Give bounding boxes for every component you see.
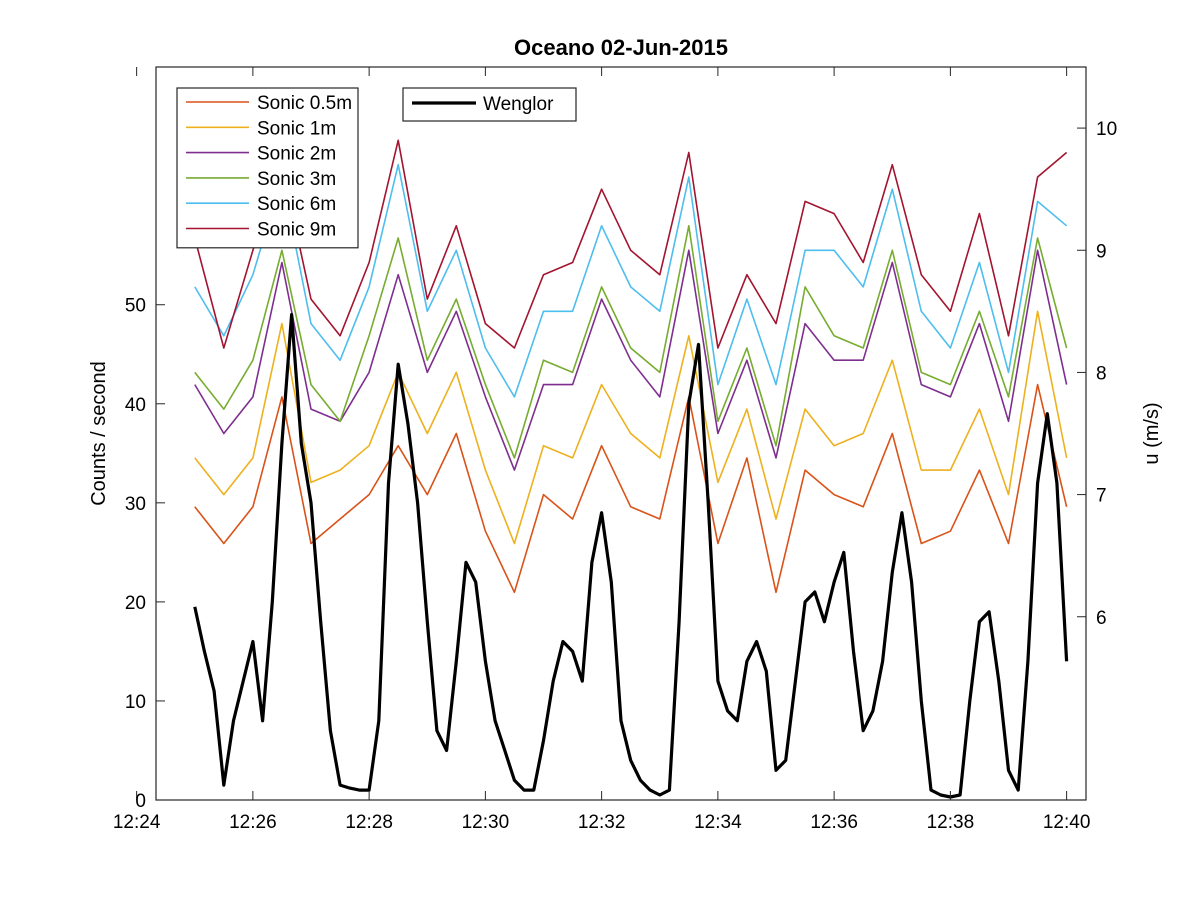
left-y-tick-label: 0 — [135, 791, 146, 812]
left-y-tick-label: 10 — [125, 692, 146, 713]
right-y-tick-label: 10 — [1096, 119, 1117, 140]
x-tick-label: 12:36 — [810, 812, 858, 833]
series-line-3 — [194, 249, 1068, 471]
legend-label: Sonic 0.5m — [257, 93, 352, 114]
x-tick-label: 12:32 — [578, 812, 626, 833]
plot-frame — [155, 66, 1087, 801]
x-tick-label: 12:30 — [462, 812, 510, 833]
legend-label: Sonic 2m — [257, 144, 336, 165]
series-line-6 — [194, 139, 1068, 349]
right-y-tick-label: 8 — [1096, 363, 1107, 384]
series-line-2 — [194, 310, 1068, 545]
left-y-tick-label: 50 — [125, 296, 146, 317]
series-line-1 — [194, 383, 1068, 594]
legend-label: Sonic 3m — [257, 169, 336, 190]
x-tick-label: 12:40 — [1043, 812, 1091, 833]
legend-wenglor: Wenglor — [402, 87, 577, 122]
series-lines-layer — [193, 139, 1069, 799]
x-tick-label: 12:38 — [927, 812, 975, 833]
x-tick-label: 12:26 — [229, 812, 277, 833]
left-y-tick-label: 20 — [125, 593, 146, 614]
legend-label: Sonic 6m — [257, 194, 336, 215]
series-line-wenglor — [193, 313, 1069, 799]
right-y-tick-label: 9 — [1096, 241, 1107, 262]
right-y-tick-label: 6 — [1096, 608, 1107, 629]
x-tick-label: 12:24 — [113, 812, 161, 833]
ticks-layer: 12:24 12:26 12:28 12:30 12:32 12:34 12:36 12:38… — [113, 67, 1117, 833]
legend-box — [176, 87, 359, 249]
series-line-4 — [194, 225, 1068, 459]
left-axis-label: Counts / second — [88, 361, 110, 506]
legend-sonic: Sonic 0.5m Sonic 1m Sonic 2m Sonic 3m Sonic … — [176, 87, 359, 249]
x-tick-label: 12:28 — [345, 812, 393, 833]
legend-label: Sonic 9m — [257, 220, 336, 241]
chart-title: Oceano 02-Jun-2015 — [514, 35, 728, 60]
legend-label: Sonic 1m — [257, 118, 336, 139]
right-y-tick-label: 7 — [1096, 486, 1107, 507]
left-y-tick-label: 30 — [125, 494, 146, 515]
x-tick-label: 12:34 — [694, 812, 742, 833]
legend-label-wenglor: Wenglor — [483, 94, 554, 115]
left-y-tick-label: 40 — [125, 395, 146, 416]
right-axis-label: u (m/s) — [1141, 402, 1163, 464]
series-line-5 — [194, 163, 1068, 398]
